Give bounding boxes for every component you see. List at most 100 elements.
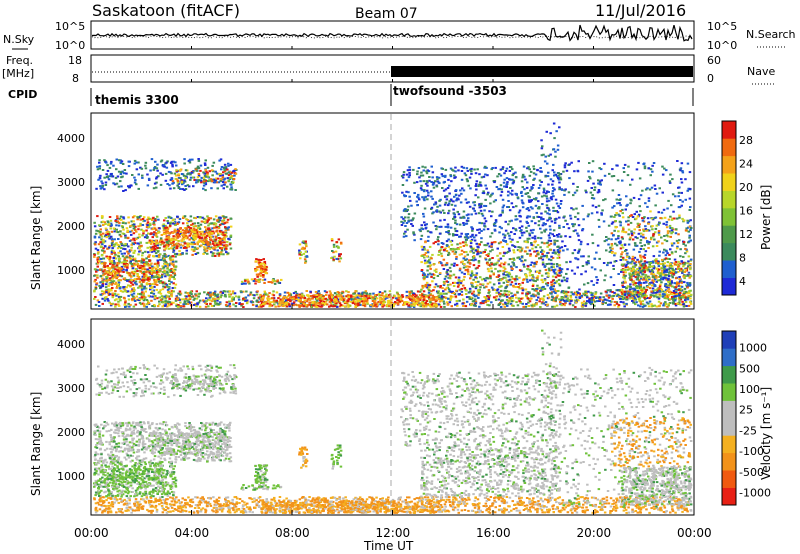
- data-cell: [157, 175, 160, 178]
- data-cell: [652, 290, 655, 293]
- data-cell: [506, 181, 509, 184]
- data-cell: [467, 184, 470, 187]
- data-cell: [142, 259, 145, 262]
- data-cell: [508, 297, 511, 300]
- data-cell: [510, 258, 513, 260]
- data-cell: [361, 291, 365, 294]
- data-cell: [192, 241, 196, 244]
- data-cell: [158, 300, 161, 303]
- data-cell: [164, 275, 167, 278]
- data-cell: [501, 303, 505, 306]
- data-cell: [153, 233, 156, 236]
- data-cell: [146, 173, 149, 176]
- data-cell: [528, 200, 531, 203]
- data-cell: [283, 302, 286, 305]
- data-cell: [417, 193, 420, 196]
- data-cell: [277, 297, 280, 300]
- data-cell: [484, 184, 487, 187]
- data-cell: [478, 173, 481, 176]
- data-cell: [548, 236, 551, 239]
- data-cell: [145, 283, 149, 286]
- data-cell: [184, 169, 188, 172]
- data-cell: [201, 230, 204, 233]
- data-cell: [670, 292, 674, 295]
- data-cell: [682, 296, 686, 299]
- data-cell: [412, 292, 416, 295]
- data-cell: [210, 236, 213, 239]
- data-cell: [145, 305, 148, 308]
- data-cell: [547, 296, 551, 299]
- data-cell: [214, 294, 218, 297]
- data-cell: [172, 276, 175, 279]
- power-cells: [93, 122, 693, 308]
- data-cell: [214, 238, 218, 241]
- data-cell: [217, 241, 220, 244]
- data-cell: [298, 305, 301, 308]
- data-cell: [534, 294, 537, 297]
- data-cell: [225, 172, 228, 175]
- data-cell: [502, 233, 505, 236]
- data-cell: [112, 227, 116, 230]
- data-cell: [173, 246, 176, 249]
- data-cell: [140, 259, 143, 262]
- data-cell: [467, 296, 471, 298]
- data-cell: [465, 214, 469, 217]
- data-cell: [474, 172, 478, 175]
- data-cell: [556, 294, 559, 297]
- data-cell: [641, 303, 645, 306]
- data-cell: [456, 282, 459, 284]
- data-cell: [152, 292, 156, 295]
- data-cell: [103, 265, 106, 268]
- data-cell: [124, 265, 127, 268]
- data-cell: [126, 250, 129, 253]
- data-cell: [431, 305, 435, 308]
- data-cell: [445, 198, 449, 201]
- data-cell: [510, 300, 514, 303]
- data-cell: [556, 211, 560, 214]
- data-cell: [231, 296, 234, 299]
- data-cell: [566, 294, 569, 297]
- data-cell: [180, 233, 184, 236]
- data-cell: [363, 305, 367, 308]
- data-cell: [98, 268, 102, 271]
- data-cell: [537, 187, 541, 189]
- data-cell: [174, 238, 178, 241]
- data-cell: [157, 278, 160, 281]
- data-cell: [388, 294, 391, 297]
- data-cell: [418, 176, 421, 179]
- data-cell: [199, 164, 203, 167]
- data-cell: [205, 237, 208, 240]
- data-cell: [477, 296, 480, 299]
- data-cell: [131, 298, 134, 300]
- data-cell: [484, 257, 487, 260]
- data-cell: [226, 168, 229, 171]
- data-cell: [134, 179, 137, 182]
- data-cell: [525, 294, 528, 297]
- data-cell: [141, 266, 145, 269]
- data-cell: [474, 194, 477, 197]
- data-cell: [102, 239, 105, 242]
- data-cell: [332, 243, 336, 246]
- data-cell: [504, 301, 507, 304]
- data-cell: [119, 161, 122, 164]
- data-cell: [175, 247, 179, 250]
- data-cell: [454, 303, 457, 306]
- data-cell: [228, 302, 231, 305]
- data-cell: [111, 292, 114, 295]
- data-cell: [295, 298, 298, 301]
- data-cell: [192, 185, 195, 188]
- data-cell: [134, 268, 138, 271]
- data-cell: [368, 297, 371, 300]
- data-cell: [114, 268, 117, 271]
- data-cell: [109, 288, 113, 291]
- data-cell: [166, 266, 169, 269]
- data-cell: [93, 221, 96, 224]
- data-cell: [400, 220, 403, 223]
- data-cell: [168, 304, 171, 307]
- data-cell: [224, 166, 227, 169]
- data-cell: [467, 273, 470, 276]
- data-cell: [525, 275, 528, 278]
- data-cell: [260, 302, 264, 305]
- data-cell: [402, 217, 405, 220]
